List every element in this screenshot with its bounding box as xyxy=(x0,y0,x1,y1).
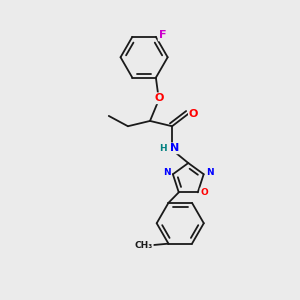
Text: O: O xyxy=(189,109,198,119)
Text: F: F xyxy=(159,30,166,40)
Text: N: N xyxy=(163,168,171,177)
Text: N: N xyxy=(206,168,213,177)
Text: CH₃: CH₃ xyxy=(135,241,153,250)
Text: H: H xyxy=(159,144,167,153)
Text: O: O xyxy=(155,93,164,103)
Text: N: N xyxy=(170,143,179,153)
Text: O: O xyxy=(200,188,208,197)
